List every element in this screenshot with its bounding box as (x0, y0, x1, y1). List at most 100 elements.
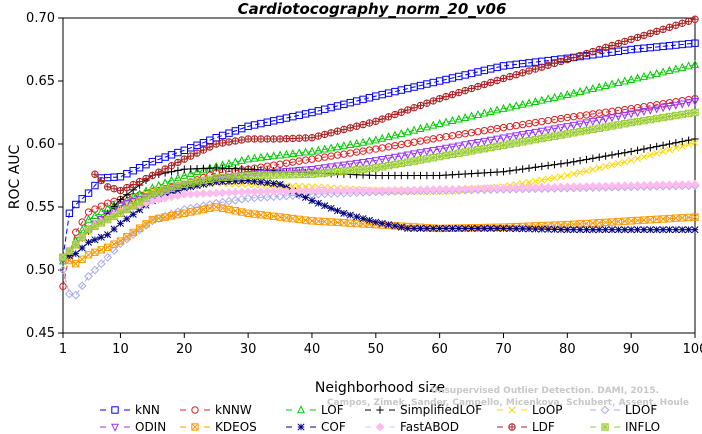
point-lof (569, 88, 578, 97)
point-lof (639, 71, 648, 80)
point-odin (563, 123, 572, 132)
x-tick-label: 80 (559, 342, 576, 357)
point-kdeos (148, 216, 156, 224)
point-knn (84, 189, 93, 197)
point-fastabod (390, 185, 400, 195)
point-kdeos (219, 204, 227, 212)
point-fastabod (211, 188, 221, 198)
x-tick-label: 40 (304, 342, 321, 357)
y-tick-label: 0.65 (26, 74, 55, 89)
point-kdeos (589, 219, 597, 227)
point-odin (365, 158, 374, 167)
legend-item-lof: LOF (286, 403, 344, 417)
point-knn (72, 200, 80, 209)
point-cof (359, 215, 367, 223)
x-tick-label: 30 (240, 342, 257, 357)
point-cof (353, 213, 361, 221)
point-kdeos (672, 214, 680, 222)
point-lof (199, 165, 208, 174)
point-knn (295, 111, 303, 119)
point-loop (531, 177, 539, 185)
point-odin (110, 206, 119, 215)
point-lof (371, 135, 380, 144)
series-kdeos (59, 203, 699, 268)
point-loop (633, 155, 642, 163)
point-kdeos (180, 209, 188, 217)
point-cof (327, 204, 335, 212)
point-lof (525, 98, 534, 107)
point-odin (346, 160, 355, 169)
point-kdeos (174, 211, 182, 219)
point-loop (665, 146, 674, 154)
point-cof (136, 206, 144, 214)
point-fastabod (339, 186, 349, 196)
legend-item-inflo: INFLO (590, 420, 660, 434)
point-fastabod (492, 183, 502, 193)
point-fastabod (537, 182, 547, 192)
point-lof (563, 90, 572, 99)
point-cof (72, 250, 80, 258)
point-odin (684, 99, 693, 108)
point-cof (512, 225, 520, 233)
point-odin (327, 163, 336, 172)
point-kdeos (563, 221, 571, 229)
point-kdeos (640, 216, 648, 224)
point-lof (180, 170, 189, 179)
point-kdeos (289, 215, 297, 223)
point-knn (116, 173, 125, 181)
point-kdeos (97, 246, 105, 254)
point-odin (595, 116, 604, 125)
point-cof (589, 226, 597, 234)
point-ldof (71, 290, 81, 300)
point-kdeos (244, 209, 252, 217)
point-loop (538, 176, 546, 184)
point-odin (582, 119, 591, 128)
point-kdeos (187, 208, 195, 216)
point-ldof (282, 191, 291, 201)
legend-marker-lof (296, 405, 306, 414)
point-cof (672, 226, 680, 234)
point-lof (678, 62, 687, 71)
point-odin (486, 136, 495, 145)
point-cof (91, 236, 99, 244)
point-loop (678, 142, 686, 150)
point-odin (627, 110, 636, 119)
point-knn (218, 131, 227, 140)
point-knn (129, 167, 137, 175)
point-loop (691, 139, 699, 147)
point-ldof (122, 234, 132, 244)
point-lof (467, 111, 476, 120)
point-knn (365, 94, 374, 102)
point-lof (333, 142, 342, 151)
point-ldof (77, 281, 87, 291)
point-cof (653, 226, 661, 234)
point-lof (244, 154, 253, 163)
point-fastabod (326, 186, 336, 196)
legend-marker-loop (508, 406, 516, 414)
point-kdeos (225, 205, 233, 214)
point-lof (346, 139, 355, 148)
point-fastabod (199, 189, 208, 199)
point-kdeos (78, 255, 86, 263)
point-lof (556, 91, 565, 100)
point-lof (505, 102, 514, 111)
point-fastabod (435, 184, 445, 194)
point-lof (646, 70, 655, 79)
point-ldof (313, 189, 323, 199)
point-kdeos (263, 212, 271, 220)
point-lof (167, 175, 176, 184)
point-ldof (173, 207, 183, 217)
legend-label-cof: COF (321, 420, 346, 434)
point-kdeos (257, 211, 265, 219)
point-loop (557, 173, 565, 181)
point-fastabod (473, 184, 483, 194)
point-kdeos (665, 215, 674, 223)
point-kdeos (72, 260, 80, 268)
point-kdeos (136, 224, 144, 232)
point-cof (391, 222, 399, 230)
point-cof (608, 226, 616, 234)
point-fastabod (633, 181, 642, 190)
legend-marker-fastabod (375, 422, 385, 432)
point-loop (570, 170, 578, 178)
